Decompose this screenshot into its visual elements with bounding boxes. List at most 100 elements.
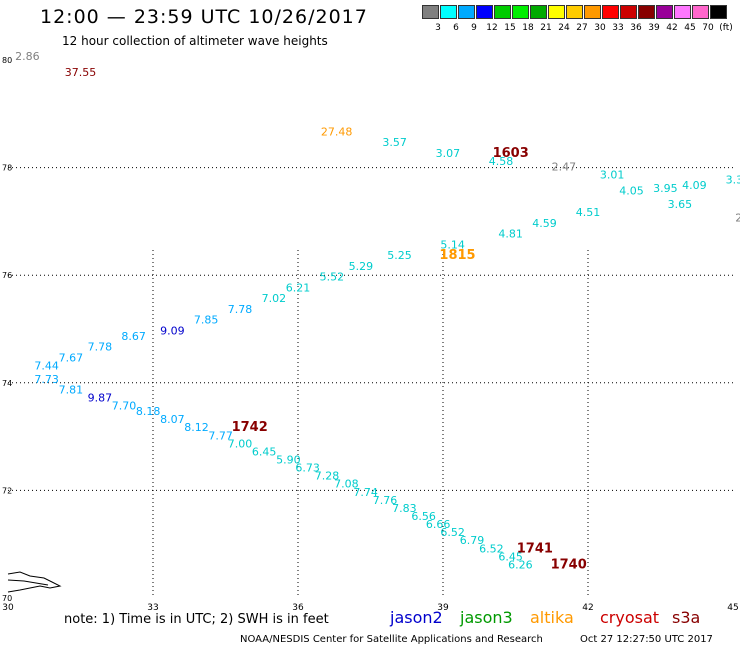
legend-swatch [620, 5, 637, 19]
legend-swatch [440, 5, 457, 19]
wave-height-value: 5.25 [387, 249, 412, 262]
legend-swatch [530, 5, 547, 19]
lon-tick-label: 36 [292, 603, 304, 613]
wave-height-value: 8.12 [184, 421, 209, 434]
legend-label: 42 [666, 23, 678, 33]
legend-label: 6 [453, 23, 459, 33]
wave-height-value: 4.58 [489, 155, 514, 168]
page-title: 12:00 — 23:59 UTC 10/26/2017 [40, 6, 368, 28]
legend-swatch [602, 5, 619, 19]
wave-height-value: 7.77 [208, 429, 233, 442]
wave-height-value: 2.28 [735, 211, 740, 224]
wave-height-value: 7.02 [262, 292, 287, 305]
wave-height-value: 6.52 [479, 542, 504, 555]
lon-tick-label: 45 [727, 603, 738, 613]
wave-height-value: 5.14 [440, 238, 465, 251]
wave-height-value: 6.66 [426, 518, 451, 531]
lat-lon-grid [8, 167, 733, 598]
wave-height-value: 27.48 [321, 125, 353, 138]
wave-height-value: 6.79 [460, 534, 485, 547]
wave-height-value: 7.78 [228, 303, 253, 316]
wave-height-value: 3.65 [668, 198, 693, 211]
lat-tick-label: 70 [2, 594, 12, 603]
legend-label: 30 [594, 23, 606, 33]
credit-text: NOAA/NESDIS Center for Satellite Applica… [240, 634, 543, 645]
time-label: 1741 [517, 541, 553, 556]
wave-height-value: 37.55 [65, 66, 97, 79]
wave-height-value: 3.57 [382, 136, 407, 149]
legend-label: 39 [648, 23, 660, 33]
wave-height-value: 7.70 [112, 400, 137, 413]
lat-tick-label: 80 [2, 56, 12, 65]
lon-tick-label: 42 [582, 603, 593, 613]
time-label: 1815 [439, 248, 475, 263]
lat-tick-label: 78 [2, 164, 12, 173]
legend-label: 24 [558, 23, 570, 33]
coastline [7, 571, 62, 593]
lon-tick-label: 39 [437, 603, 449, 613]
wave-height-value: 3.33 [726, 174, 740, 187]
coastline-path-2 [7, 579, 49, 586]
wave-height-value: 2.86 [15, 50, 40, 63]
legend-label: 3 [435, 23, 441, 33]
legend-label: 18 [522, 23, 534, 33]
wave-height-value: 5.29 [349, 260, 374, 273]
wave-height-value: 9.09 [160, 324, 185, 337]
wave-height-value: 8.18 [136, 405, 161, 418]
axis-ticks: 30 33 36 39 42 45 80 78 76 74 72 70 [2, 56, 739, 613]
legend-label: 15 [504, 23, 516, 33]
legend-swatch [584, 5, 601, 19]
wave-height-value: 6.21 [286, 281, 311, 294]
satellite-altika: altika [530, 608, 574, 627]
legend-label: 21 [540, 23, 552, 33]
wave-height-value: 2.47 [552, 160, 577, 173]
wave-height-value: 4.51 [576, 206, 601, 219]
legend-swatch [476, 5, 493, 19]
wave-height-value: 6.45 [498, 550, 523, 563]
wave-height-value: 9.87 [88, 392, 113, 405]
lon-tick-label: 33 [147, 603, 158, 613]
timestamp: Oct 27 12:27:50 UTC 2017 [580, 634, 713, 645]
wave-height-value: 7.67 [59, 351, 84, 364]
legend-label: 33 [612, 23, 624, 33]
wave-height-value: 5.52 [320, 271, 345, 284]
lat-tick-label: 72 [2, 486, 12, 495]
page-subtitle: 12 hour collection of altimeter wave hei… [62, 34, 328, 48]
wave-height-value: 3.07 [436, 147, 461, 160]
wave-height-value: 6.73 [295, 462, 320, 475]
legend-swatch [638, 5, 655, 19]
wave-height-value: 7.73 [34, 373, 59, 386]
wave-height-value: 7.85 [194, 314, 219, 327]
wave-height-value: 3.95 [653, 182, 678, 195]
wave-height-value: 4.59 [532, 217, 557, 230]
note-text: note: 1) Time is in UTC; 2) SWH is in fe… [64, 612, 329, 627]
wave-height-value: 7.78 [88, 341, 113, 354]
legend-label: 27 [576, 23, 588, 33]
legend-label: 36 [630, 23, 642, 33]
wave-height-value: 4.09 [682, 179, 707, 192]
wave-height-value: 8.07 [160, 413, 185, 426]
wave-height-value: 6.52 [440, 526, 465, 539]
lat-tick-label: 74 [2, 379, 12, 388]
legend-label: 9 [471, 23, 477, 33]
wave-height-value: 3.01 [600, 168, 625, 181]
wave-height-value: 7.00 [228, 437, 253, 450]
time-label: 1740 [551, 557, 587, 572]
legend-swatch [710, 5, 727, 19]
wave-height-value: 7.08 [334, 478, 359, 491]
wave-height-value: 7.28 [315, 470, 340, 483]
satellite-cryosat: cryosat [600, 608, 660, 627]
legend-label: 12 [486, 23, 498, 33]
legend-label: (ft) [719, 23, 733, 33]
wave-height-value: 5.90 [276, 454, 301, 467]
legend-label: 45 [684, 23, 696, 33]
wave-height-value: 7.76 [373, 494, 398, 507]
satellite-s3a: s3a [672, 608, 701, 627]
wave-height-value: 6.56 [411, 510, 436, 523]
legend-swatch [494, 5, 511, 19]
legend-swatch [656, 5, 673, 19]
legend-swatch [674, 5, 691, 19]
legend-swatch [566, 5, 583, 19]
